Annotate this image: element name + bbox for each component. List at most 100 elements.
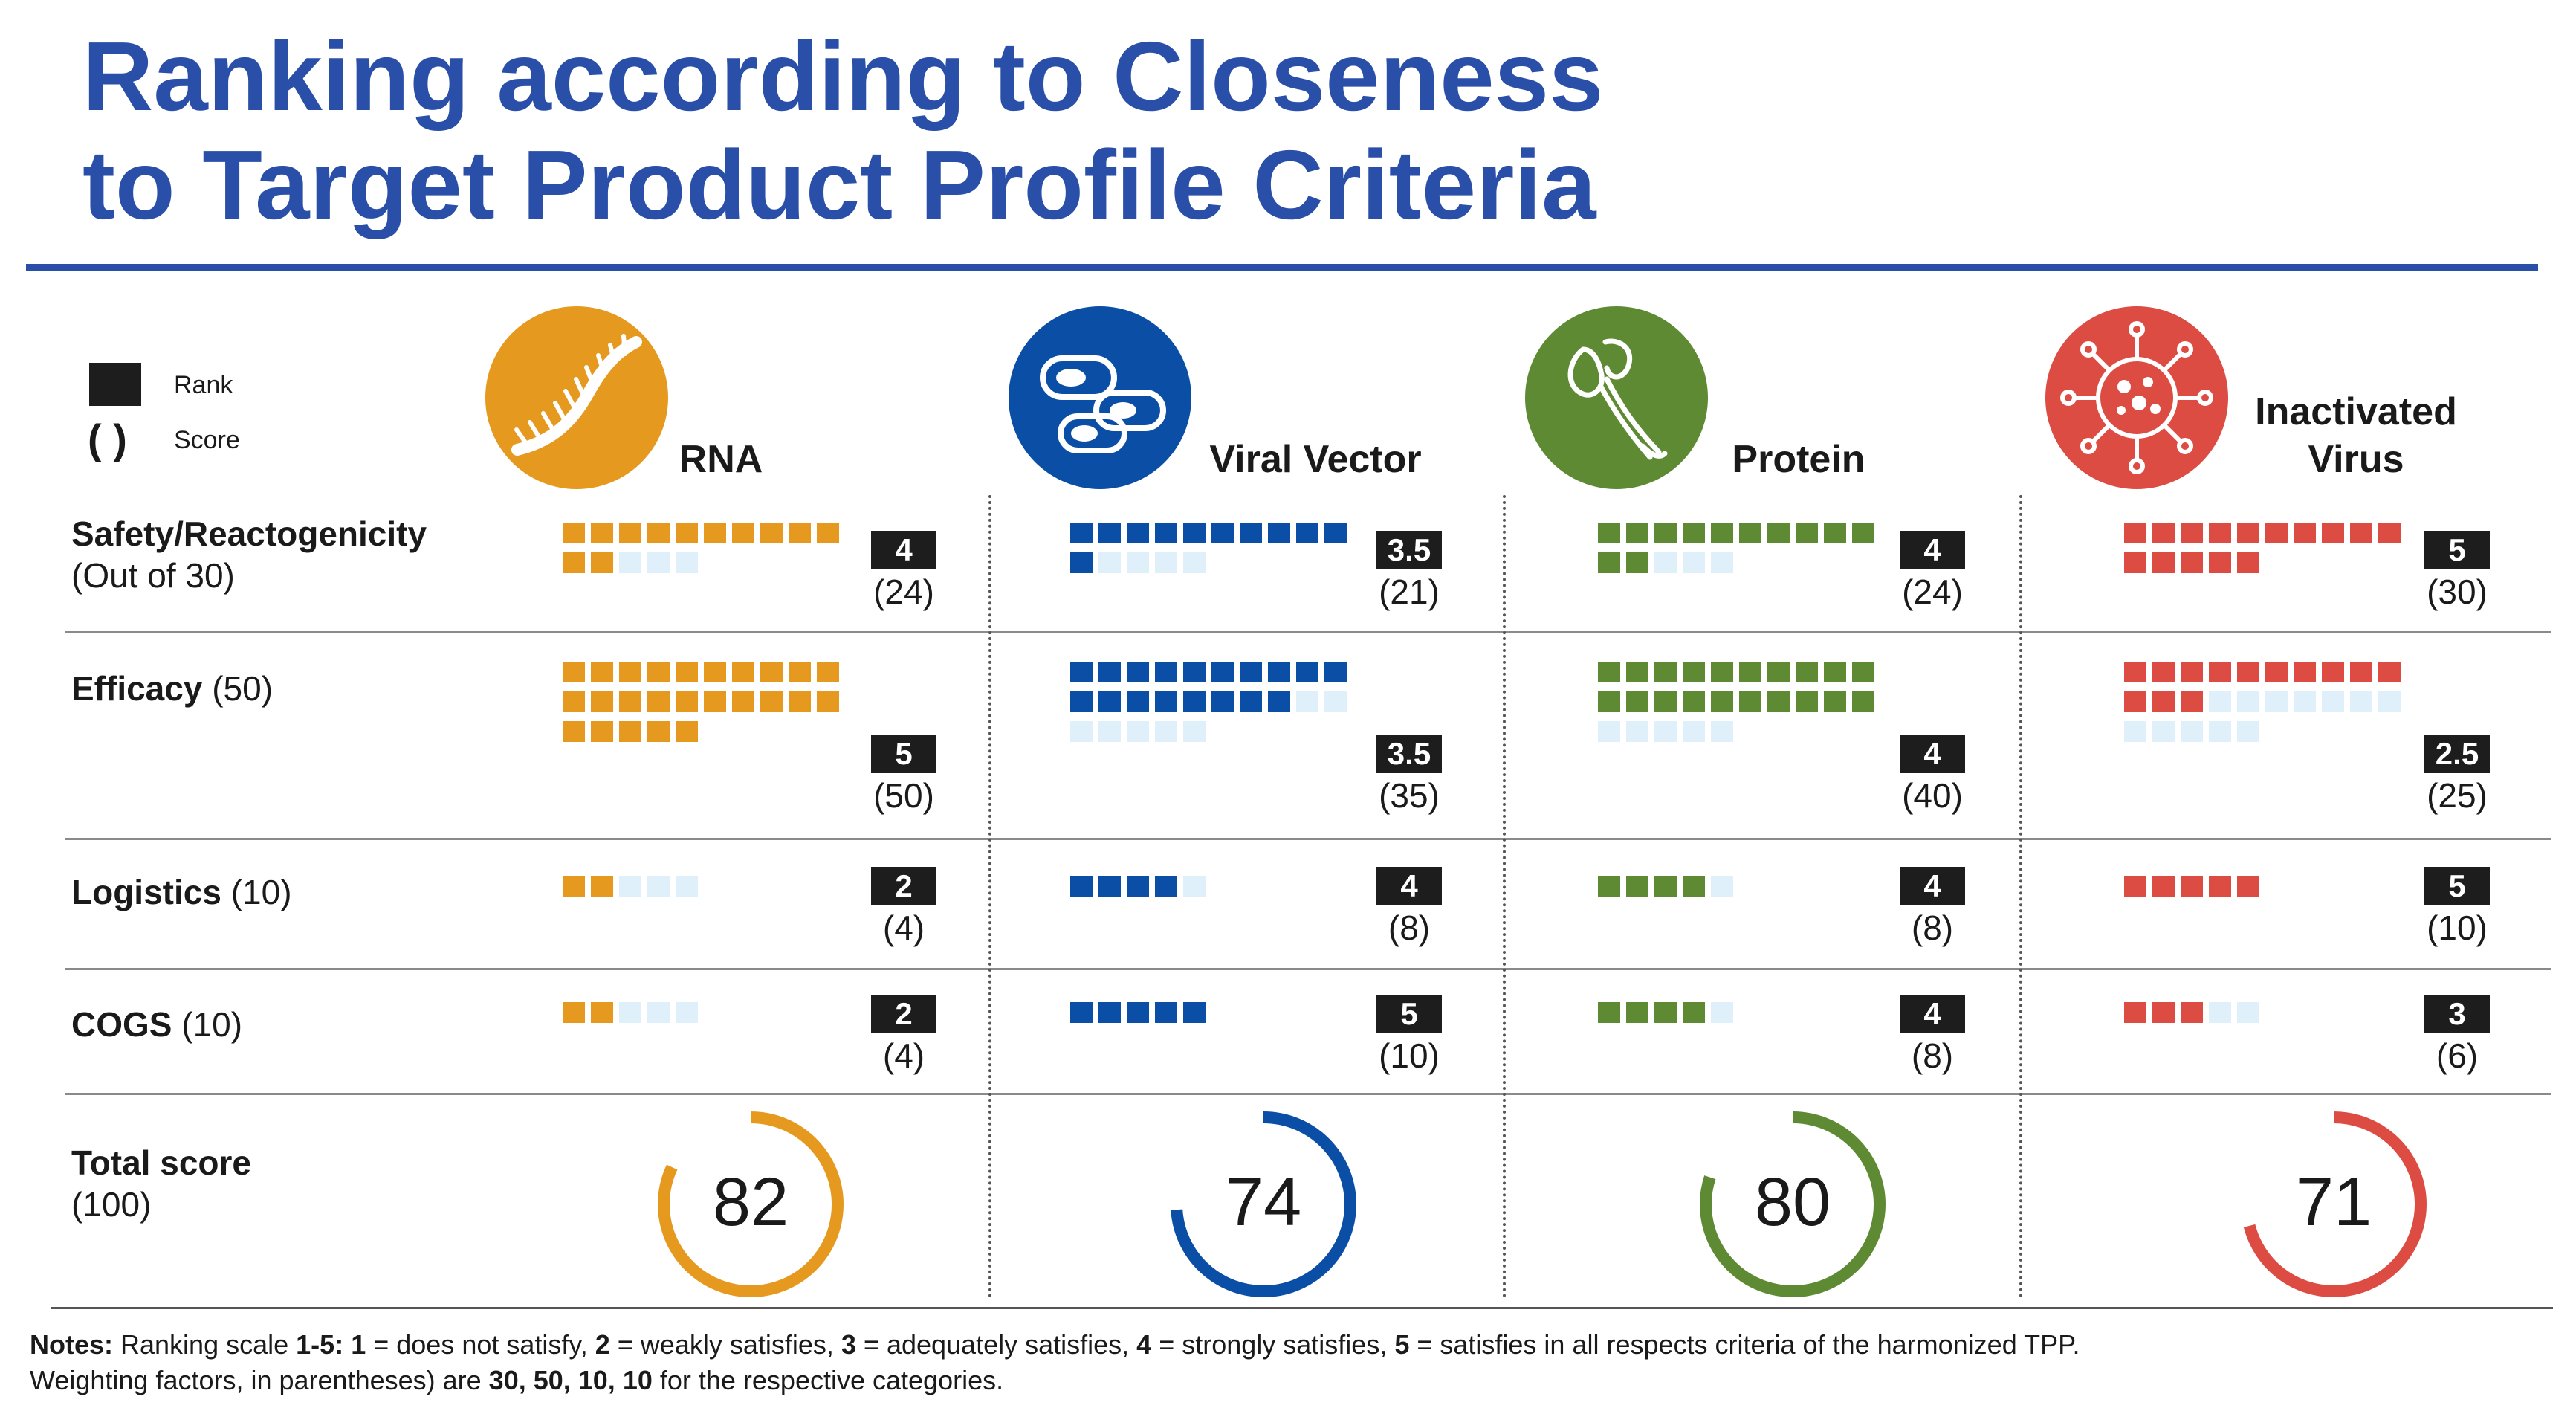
score-cell-protein-safety [1767,523,1790,543]
score-cell-viral-vector-efficacy [1070,721,1093,742]
score-cell-inactivated-virus-efficacy [2265,691,2288,712]
score-cell-viral-vector-efficacy [1098,691,1121,712]
score-cell-protein-logistics [1654,876,1677,897]
rank-badge-viral-vector-efficacy: 3.5 [1376,735,1442,773]
score-cell-viral-vector-safety [1183,523,1206,543]
score-cell-inactivated-virus-efficacy [2209,721,2231,742]
score-cell-inactivated-virus-safety [2294,523,2316,543]
score-cell-protein-safety [1683,552,1705,573]
notes-emph: 4 [1136,1329,1152,1360]
score-cell-inactivated-virus-safety [2124,523,2146,543]
score-cell-rna-efficacy [619,662,641,682]
score-cell-viral-vector-logistics [1183,876,1206,897]
score-cell-viral-vector-logistics [1098,876,1121,897]
score-cell-viral-vector-safety [1296,523,1318,543]
score-cell-rna-safety [619,552,641,573]
score-label-inactivated-virus-efficacy: (25) [2427,776,2488,815]
score-cell-protein-safety [1683,523,1705,543]
score-cell-protein-efficacy [1654,662,1677,682]
total-gauge-arc-inactivated-virus [2241,1111,2427,1297]
row-name-logistics: Logistics [71,873,221,911]
notes-text: = does not satisfy, [366,1329,595,1360]
column-header-viral-vector: Viral Vector [1209,438,1422,481]
score-cell-protein-efficacy [1683,691,1705,712]
score-cell-rna-efficacy [563,662,585,682]
score-cell-inactivated-virus-efficacy [2237,662,2259,682]
score-cell-rna-cogs [676,1002,698,1023]
score-cell-inactivated-virus-efficacy [2181,691,2203,712]
score-cell-inactivated-virus-efficacy [2378,691,2401,712]
score-cell-rna-efficacy [647,662,670,682]
rank-badge-protein-efficacy: 4 [1900,735,1965,773]
row-name-cogs: COGS [71,1005,172,1044]
score-cell-protein-efficacy [1598,662,1620,682]
score-cell-rna-efficacy [817,662,839,682]
score-cell-inactivated-virus-safety [2152,552,2175,573]
score-label-protein-logistics: (8) [1911,908,1954,947]
score-cell-protein-efficacy [1739,691,1761,712]
score-cell-rna-safety [732,523,754,543]
score-cell-rna-efficacy [591,721,613,742]
score-cell-protein-safety [1711,523,1733,543]
score-cell-inactivated-virus-efficacy [2152,662,2175,682]
score-cell-inactivated-virus-efficacy [2152,721,2175,742]
score-cell-protein-cogs [1626,1002,1648,1023]
score-cell-viral-vector-efficacy [1324,691,1347,712]
notes-emph: 30, 50, 10, 10 [488,1365,653,1395]
score-cell-inactivated-virus-safety [2181,552,2203,573]
score-cell-viral-vector-safety [1098,523,1121,543]
score-cell-protein-efficacy [1767,691,1790,712]
score-cell-protein-efficacy [1654,721,1677,742]
score-cell-viral-vector-efficacy [1127,721,1149,742]
score-cell-rna-safety [563,523,585,543]
score-label-rna-safety: (24) [873,572,934,611]
total-gauge-rna: 82 [658,1111,844,1297]
rank-badge-viral-vector-safety: 3.5 [1376,531,1442,569]
score-cell-viral-vector-cogs [1155,1002,1177,1023]
score-cell-viral-vector-efficacy [1240,662,1262,682]
score-cell-viral-vector-efficacy [1127,691,1149,712]
score-cell-protein-efficacy [1598,691,1620,712]
score-cell-inactivated-virus-logistics [2124,876,2146,897]
notes-text: Ranking scale [113,1329,297,1360]
total-gauge-protein: 80 [1700,1111,1886,1297]
score-cell-inactivated-virus-efficacy [2124,691,2146,712]
score-cell-protein-efficacy [1824,691,1846,712]
score-cell-rna-logistics [647,876,670,897]
rank-badge-viral-vector-logistics: 4 [1376,867,1442,905]
notes-text: = weakly satisfies, [609,1329,841,1360]
score-cell-protein-efficacy [1654,691,1677,712]
score-cell-inactivated-virus-safety [2124,552,2146,573]
score-cell-protein-safety [1711,552,1733,573]
score-cell-viral-vector-logistics [1127,876,1149,897]
notes-emph: 3 [841,1329,856,1360]
score-cell-inactivated-virus-logistics [2181,876,2203,897]
rank-badge-inactivated-virus-safety: 5 [2424,531,2490,569]
rank-badge-protein-safety: 4 [1900,531,1965,569]
score-cell-protein-cogs [1598,1002,1620,1023]
score-cell-inactivated-virus-efficacy [2181,662,2203,682]
total-gauge-arc-protein [1700,1111,1886,1297]
score-cell-protein-efficacy [1683,662,1705,682]
score-cell-rna-efficacy [619,721,641,742]
total-gauge-inactivated-virus: 71 [2241,1111,2427,1297]
rank-badge-rna-efficacy: 5 [871,735,936,773]
score-cell-rna-logistics [676,876,698,897]
score-cell-protein-efficacy [1796,662,1818,682]
total-score-rna: 82 [713,1164,789,1240]
rank-badge-protein-logistics: 4 [1900,867,1965,905]
score-cell-inactivated-virus-efficacy [2378,662,2401,682]
score-cell-inactivated-virus-safety [2209,523,2231,543]
row-name-total: Total score [71,1143,251,1182]
score-cell-protein-efficacy [1626,662,1648,682]
score-cell-protein-safety [1654,523,1677,543]
score-cell-inactivated-virus-safety [2378,523,2401,543]
score-cell-viral-vector-efficacy [1183,691,1206,712]
score-cell-protein-logistics [1683,876,1705,897]
score-cell-protein-logistics [1598,876,1620,897]
score-cell-rna-cogs [563,1002,585,1023]
score-cell-rna-safety [760,523,783,543]
rank-badge-rna-safety: 4 [871,531,936,569]
row-label-safety: Safety/Reactogenicity (Out of 30) [71,513,427,596]
score-cell-rna-safety [647,552,670,573]
